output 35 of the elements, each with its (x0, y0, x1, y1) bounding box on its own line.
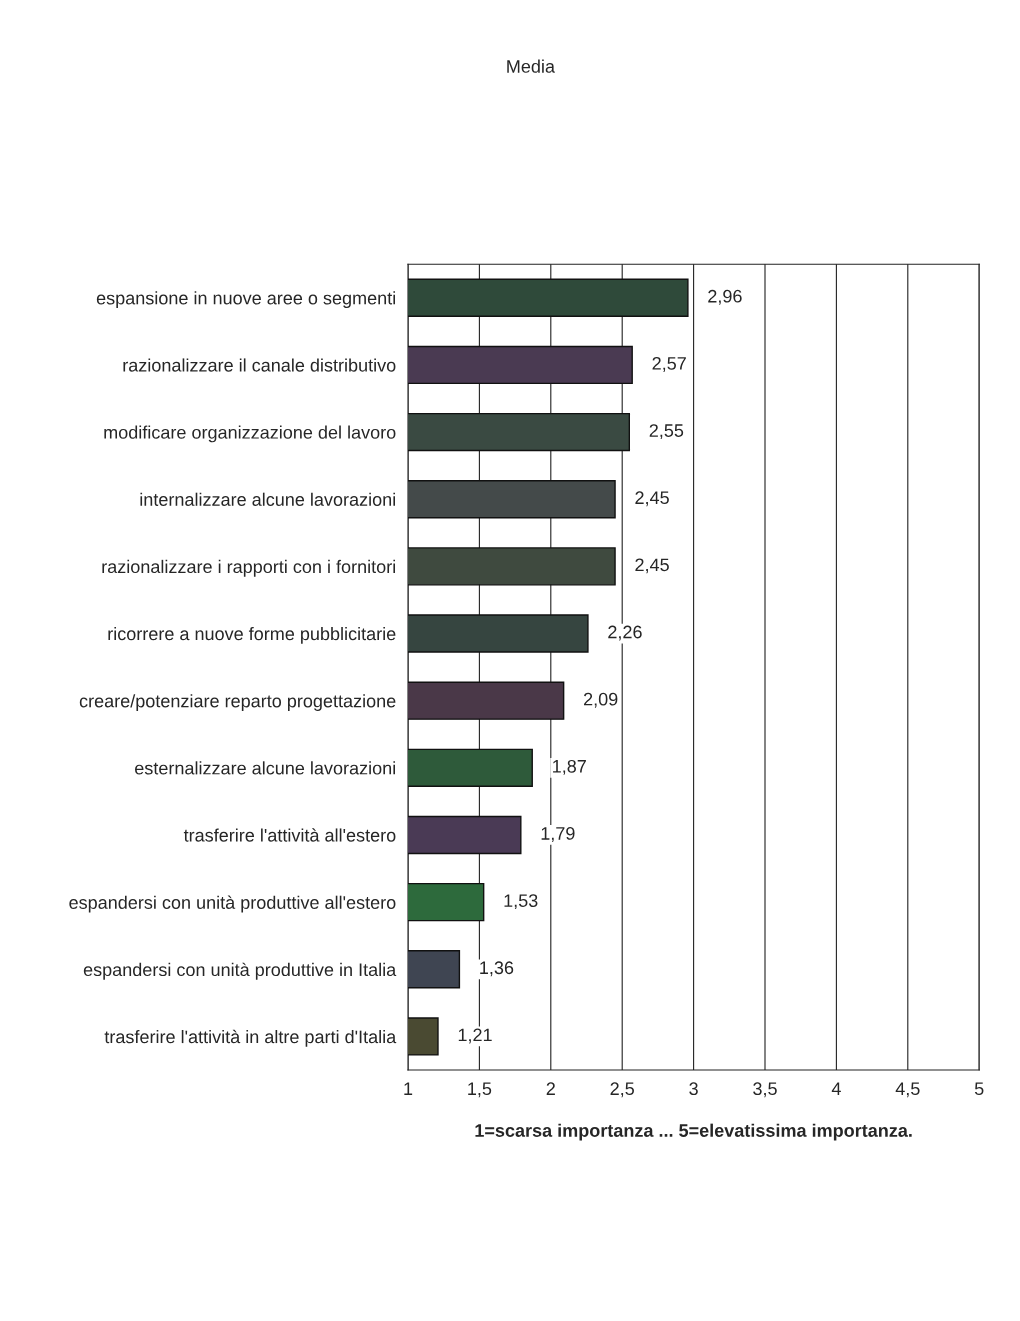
y-tick-label: razionalizzare i rapporti con i fornitori (102, 559, 395, 577)
x-tick-label: 5 (974, 1082, 984, 1096)
x-tick-label: 4,5 (895, 1082, 920, 1098)
x-tick-label: 2 (546, 1082, 555, 1095)
y-tick-label: trasferire l'attività all'estero (183, 828, 396, 842)
data-label: 2,09 (584, 692, 618, 708)
data-label: 2,55 (649, 424, 684, 440)
y-tick-label: creare/potenziare reparto progettazione (79, 694, 396, 711)
data-label: 1,36 (480, 961, 514, 977)
y-tick-label: modificare organizzazione del lavoro (104, 425, 396, 443)
data-label: 1,21 (458, 1028, 492, 1044)
y-tick-label: razionalizzare il canale distributivo (123, 358, 396, 372)
y-tick-label: trasferire l'attività in altre parti d'Italia (104, 1029, 397, 1047)
x-tick-label: 3 (689, 1082, 698, 1096)
x-tick-label: 3,5 (753, 1082, 777, 1098)
x-tick-label: 1 (404, 1082, 413, 1095)
data-label: 1,53 (504, 894, 538, 910)
data-label: 2,26 (608, 625, 642, 641)
data-label: 1,79 (541, 827, 575, 842)
y-tick-label: ricorrere a nuove forme pubblicitarie (108, 626, 396, 644)
x-tick-label: 1,5 (468, 1082, 492, 1098)
x-tick-label: 2,5 (610, 1082, 634, 1098)
data-label: 2,45 (635, 558, 669, 574)
x-axis-title: 1=scarsa importanza ... 5=elevatissima importanza. (475, 1123, 912, 1141)
y-tick-label: espandersi con unità produttive all'estero (69, 895, 396, 913)
data-label: 2,45 (635, 491, 669, 507)
chart-title: Media (507, 59, 555, 73)
data-label: 2,96 (708, 289, 742, 305)
x-tick-label: 4 (831, 1082, 841, 1095)
data-label: 2,57 (652, 356, 686, 372)
y-tick-label: esternalizzare alcune lavorazioni (135, 761, 395, 775)
y-tick-label: espansione in nuove aree o segmenti (96, 291, 395, 309)
y-tick-label: espandersi con unità produttive in Italia (83, 962, 397, 980)
data-label: 1,87 (553, 759, 586, 775)
y-tick-label: internalizzare alcune lavorazioni (140, 492, 395, 506)
